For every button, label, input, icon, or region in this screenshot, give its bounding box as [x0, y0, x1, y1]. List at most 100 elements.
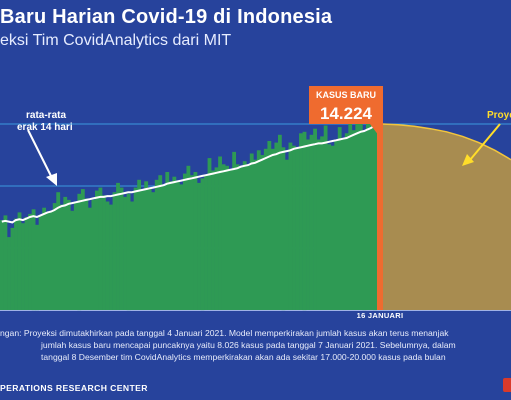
- bar: [165, 172, 170, 310]
- footnote-line3: tanggal 8 Desember tim CovidAnalytics me…: [41, 352, 446, 362]
- bar: [140, 190, 145, 310]
- projection-line: [381, 123, 511, 161]
- bar: [0, 220, 4, 310]
- bar: [288, 142, 293, 310]
- bar: [133, 187, 138, 310]
- bar: [182, 173, 187, 310]
- bar: [31, 209, 36, 311]
- bar: [270, 148, 275, 310]
- bar: [35, 224, 40, 311]
- date-label: 16 JANUARI: [357, 311, 404, 320]
- bar: [38, 215, 43, 310]
- bar: [144, 181, 149, 310]
- bar: [306, 139, 310, 310]
- bar: [179, 184, 184, 310]
- bar: [49, 210, 54, 310]
- bar: [235, 164, 240, 310]
- bar: [351, 130, 356, 310]
- bar: [207, 158, 212, 310]
- bar: [362, 131, 367, 311]
- logo-icon: [503, 378, 511, 392]
- bar: [116, 182, 120, 310]
- footer-credit: PERATIONS RESEARCH CENTER: [0, 383, 148, 393]
- bar: [372, 100, 377, 311]
- bar: [102, 195, 106, 310]
- bar: [197, 182, 201, 310]
- footnote: ngan: Proyeksi dimutakhirkan pada tangga…: [0, 327, 511, 363]
- bar: [232, 151, 237, 310]
- bar: [246, 165, 251, 310]
- bar: [91, 199, 96, 310]
- bar: [42, 207, 47, 310]
- bar: [45, 212, 50, 310]
- callout-pointer: [370, 124, 382, 136]
- bar: [200, 178, 205, 311]
- projection-label: Proye: [487, 110, 511, 121]
- average-arrow-head: [46, 173, 57, 186]
- bar: [309, 134, 314, 310]
- bar: [190, 175, 194, 310]
- bar: [228, 169, 233, 310]
- bar: [158, 175, 163, 310]
- projection-arrow-line: [469, 123, 501, 161]
- bar: [260, 155, 265, 310]
- bar: [316, 139, 321, 310]
- bar: [225, 165, 230, 310]
- bar: [80, 189, 85, 310]
- bar: [253, 159, 258, 310]
- bar: [14, 218, 18, 310]
- bar: [151, 192, 156, 310]
- bar-series: [0, 89, 381, 311]
- bar: [119, 187, 124, 310]
- projection-area: [382, 124, 511, 310]
- bar: [334, 139, 339, 310]
- bar: [242, 161, 247, 310]
- bar: [281, 147, 286, 311]
- bar: [137, 179, 142, 310]
- bar: [77, 193, 82, 311]
- bar: [186, 165, 191, 310]
- footnote-line1: ngan: Proyeksi dimutakhirkan pada tangga…: [0, 328, 449, 338]
- footnote-line2: jumlah kasus baru mencapai puncaknya yai…: [41, 340, 456, 350]
- bar: [95, 190, 99, 310]
- bar: [109, 204, 113, 310]
- bar: [24, 217, 29, 310]
- bar: [87, 207, 92, 310]
- bar: [313, 128, 317, 310]
- bar: [98, 187, 103, 310]
- bar: [21, 223, 25, 310]
- chart-title: Baru Harian Covid-19 di Indonesia: [0, 6, 333, 28]
- bar: [320, 136, 325, 310]
- average-label-line2: erak 14 hari: [17, 122, 73, 133]
- bar: [59, 204, 64, 310]
- average-line: [1, 123, 379, 224]
- chart-subtitle: eksi Tim CovidAnalytics dari MIT: [0, 32, 232, 49]
- bar: [130, 201, 135, 310]
- bar: [348, 124, 353, 310]
- bar: [161, 186, 166, 310]
- callout-label: KASUS BARU: [316, 90, 376, 100]
- bar: [123, 196, 127, 310]
- bar: [292, 145, 296, 310]
- bar: [175, 181, 180, 310]
- bar: [7, 237, 11, 310]
- bar: [66, 199, 71, 310]
- bar: [344, 133, 349, 310]
- bar: [218, 156, 222, 310]
- bar: [17, 212, 22, 310]
- bar: [369, 113, 374, 310]
- bar: [10, 227, 15, 310]
- bar: [327, 144, 332, 310]
- bar: [172, 176, 177, 310]
- bar: [221, 164, 226, 310]
- bar: [355, 117, 360, 310]
- bar: [73, 201, 78, 310]
- average-line-series: [1, 123, 379, 224]
- bar: [84, 198, 89, 310]
- callout-value: 14.224: [320, 104, 373, 123]
- bar: [112, 192, 117, 310]
- bar: [302, 131, 307, 311]
- highlight-bar: [377, 89, 383, 310]
- bar: [256, 150, 261, 310]
